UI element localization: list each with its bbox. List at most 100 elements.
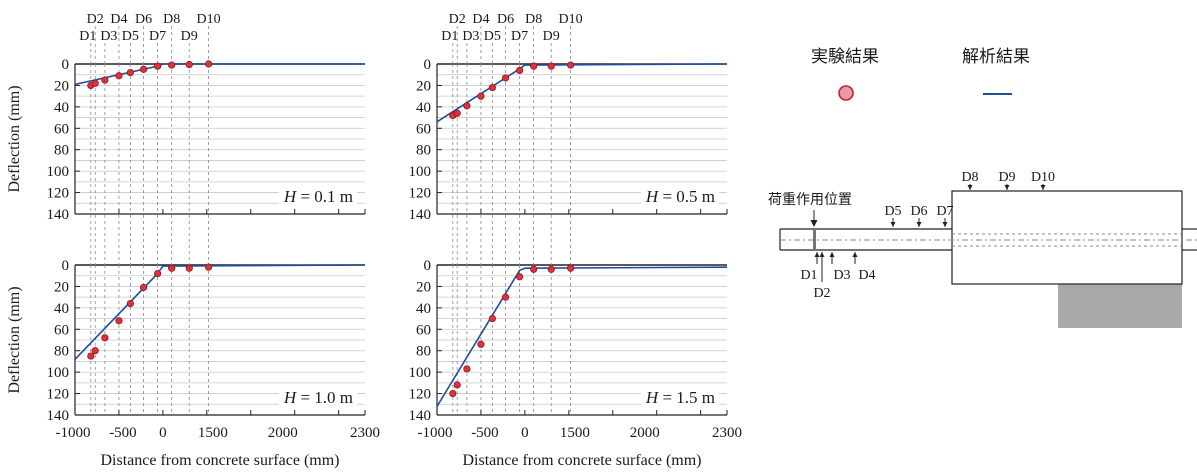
experiment-point xyxy=(101,334,109,342)
panel-label-value: = 0.5 m xyxy=(658,187,715,206)
experiment-point xyxy=(463,365,471,373)
experiment-point xyxy=(126,68,134,77)
y-tick-label: 100 xyxy=(47,164,70,180)
y-tick-label: 0 xyxy=(62,258,70,274)
gauge-label-d3: D3 xyxy=(100,29,117,44)
y-tick-label: 100 xyxy=(409,365,432,381)
panel-label: H = 1.5 m xyxy=(645,388,715,407)
gauge-label-d8: D8 xyxy=(525,12,542,27)
legend-experiment-label: 実験結果 xyxy=(811,47,879,67)
arrow-d2-head xyxy=(819,252,825,257)
panel-label: H = 0.1 m xyxy=(283,187,353,206)
arrow-d9-head xyxy=(1004,185,1010,190)
experiment-point xyxy=(115,72,123,80)
experiment-point xyxy=(501,293,510,301)
experiment-point xyxy=(139,65,148,73)
y-tick-label: 140 xyxy=(47,207,70,223)
diagram-label-d2: D2 xyxy=(813,286,830,301)
panel-4: 0 20 40 60 80 100 120 140-1000 -500 0 1500 2000 2300… xyxy=(409,215,742,469)
arrow-d1-head xyxy=(814,252,820,257)
experiment-point xyxy=(126,299,134,308)
load-plate xyxy=(813,229,816,250)
diagram-label-d3: D3 xyxy=(833,268,850,283)
gauge-label-d1: D1 xyxy=(441,29,458,44)
experiment-point xyxy=(204,60,213,68)
y-tick-label: 120 xyxy=(409,387,432,403)
experiment-point xyxy=(91,347,99,355)
gauge-label-d5: D5 xyxy=(122,29,139,44)
experiment-point xyxy=(516,273,524,281)
y-tick-label: 60 xyxy=(416,322,431,338)
panel-label-bg xyxy=(278,386,357,409)
experiment-point xyxy=(87,352,95,360)
arrow-d6-head xyxy=(916,222,922,227)
y-tick-label: 60 xyxy=(54,322,69,338)
y-tick-label: 80 xyxy=(416,344,431,360)
y-tick-label: 40 xyxy=(416,301,431,317)
diagram-label-d9: D9 xyxy=(998,170,1015,185)
diagram-label-d7: D7 xyxy=(936,204,953,219)
panel-label-value: = 0.1 m xyxy=(296,187,353,206)
gauge-label-d4: D4 xyxy=(110,12,127,27)
gauge-label-d10: D10 xyxy=(197,12,221,27)
panel-3: 0 20 40 60 80 100 120 140-1000 -500 0 1500 2000 2300… xyxy=(6,215,380,469)
y-tick-label: 0 xyxy=(424,57,432,73)
x-tick-label: 1500 xyxy=(198,425,228,441)
y-tick-label: 40 xyxy=(54,100,69,116)
analysis-line xyxy=(74,264,366,360)
y-tick-label: 140 xyxy=(409,408,432,424)
y-tick-label: 60 xyxy=(54,121,69,137)
x-tick-label: 2000 xyxy=(268,425,298,441)
x-axis-label: Distance from concrete surface (mm) xyxy=(101,452,340,469)
panel-label-var: H xyxy=(645,388,660,407)
experiment-point xyxy=(516,66,524,75)
experiment-point xyxy=(530,265,538,273)
experiment-point xyxy=(101,76,109,84)
y-tick-label: 0 xyxy=(424,258,432,274)
experiment-point xyxy=(501,74,510,82)
y-tick-label: 40 xyxy=(416,100,431,116)
y-tick-label: 20 xyxy=(54,78,69,94)
gauge-label-d2: D2 xyxy=(87,12,104,27)
y-tick-label: 60 xyxy=(416,121,431,137)
experiment-point xyxy=(204,263,213,271)
panel-label-bg xyxy=(640,185,719,208)
y-tick-label: 120 xyxy=(47,387,70,403)
experiment-point xyxy=(453,381,461,389)
x-tick-label: -500 xyxy=(109,425,137,441)
arrow-d4-head xyxy=(852,252,858,257)
experiment-point xyxy=(566,61,575,69)
y-axis-label: Deflection (mm) xyxy=(6,286,23,393)
load-arrow-head xyxy=(810,220,818,227)
gauge-label-d7: D7 xyxy=(511,29,528,44)
diagram-label-d4: D4 xyxy=(858,268,875,283)
x-tick-label: 1500 xyxy=(560,425,590,441)
panel-label: H = 0.5 m xyxy=(645,187,715,206)
panel-label: H = 1.0 m xyxy=(283,388,353,407)
y-tick-label: 120 xyxy=(409,186,432,202)
panel-label-var: H xyxy=(645,187,660,206)
pile-diagram: 荷重作用位置 D5 D6 D7 D8 D9 D10 D1 D2 D3 D4 xyxy=(768,170,1197,328)
experiment-point xyxy=(463,102,471,110)
y-tick-label: 0 xyxy=(62,57,70,73)
experiment-point xyxy=(477,340,485,348)
panel-1: 0 20 40 60 80 100 120 140 Deflection (mm) D1 D2 D3 D… xyxy=(6,12,366,223)
panel-label-var: H xyxy=(283,187,298,206)
arrow-d8-head xyxy=(967,185,973,190)
y-axis-label: Deflection (mm) xyxy=(6,85,23,192)
gauge-label-d9: D9 xyxy=(181,29,198,44)
x-tick-label: -500 xyxy=(471,425,499,441)
legend-analysis-label: 解析結果 xyxy=(962,47,1030,67)
experiment-point xyxy=(185,264,193,272)
diagram-label-d1: D1 xyxy=(800,268,817,283)
gauge-label-d10: D10 xyxy=(559,12,583,27)
arrow-d10-head xyxy=(1040,185,1046,190)
panel-label-bg xyxy=(278,185,357,208)
gauge-label-d9: D9 xyxy=(543,29,560,44)
load-position-label: 荷重作用位置 xyxy=(768,192,852,208)
legend: 実験結果 解析結果 xyxy=(811,47,1030,101)
gauge-label-d8: D8 xyxy=(163,12,180,27)
x-tick-label: 2300 xyxy=(712,425,742,441)
arrow-d5-head xyxy=(890,222,896,227)
